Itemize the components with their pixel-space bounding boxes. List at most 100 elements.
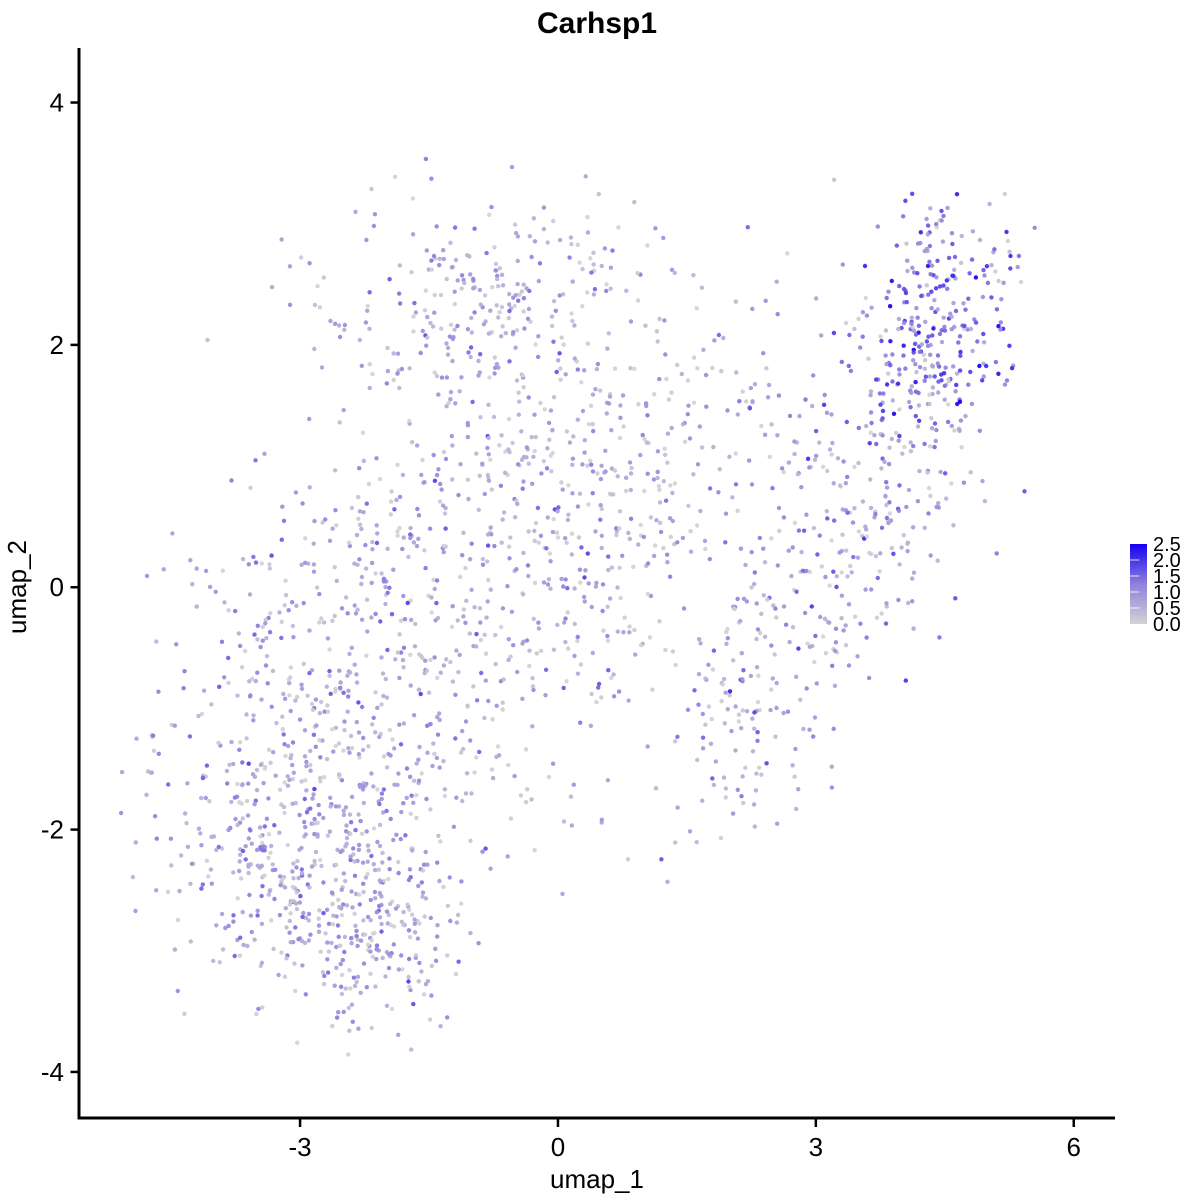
- cell-point: [281, 691, 286, 697]
- cell-point: [756, 673, 761, 678]
- cell-point: [441, 884, 446, 890]
- cell-point: [845, 574, 850, 579]
- cell-point: [449, 624, 455, 629]
- cell-point: [935, 258, 940, 263]
- cell-point: [879, 525, 885, 530]
- cell-point: [342, 728, 347, 733]
- cell-point: [349, 794, 355, 800]
- cell-point: [942, 397, 947, 402]
- cell-point: [468, 930, 473, 936]
- cell-point: [735, 787, 740, 792]
- cell-point: [583, 174, 588, 179]
- cell-point: [188, 939, 193, 944]
- cell-point: [628, 366, 633, 371]
- cell-point: [384, 1003, 390, 1008]
- cell-point: [308, 768, 313, 773]
- cell-point: [977, 363, 982, 369]
- cell-point: [821, 402, 827, 407]
- cell-point: [206, 874, 211, 879]
- cell-point: [774, 279, 779, 284]
- cell-point: [378, 619, 383, 624]
- cell-point: [723, 511, 729, 516]
- cell-point: [267, 630, 273, 635]
- cell-point: [279, 619, 284, 624]
- cell-point: [317, 710, 323, 716]
- cell-point: [249, 929, 254, 935]
- cell-point: [529, 254, 534, 260]
- cell-point: [713, 759, 718, 764]
- cell-point: [911, 358, 916, 363]
- cell-point: [919, 342, 925, 347]
- cell-point: [530, 481, 535, 486]
- cell-point: [459, 375, 464, 380]
- cell-point: [444, 341, 449, 346]
- cell-point: [624, 288, 629, 293]
- cell-point: [980, 478, 985, 484]
- cell-point: [444, 276, 449, 282]
- cell-point: [807, 727, 812, 732]
- cell-point: [264, 654, 270, 659]
- cell-point: [673, 662, 678, 668]
- cell-point: [899, 325, 904, 331]
- cell-point: [414, 543, 420, 549]
- cell-point: [294, 603, 299, 608]
- cell-point: [970, 229, 976, 234]
- cell-point: [578, 720, 583, 725]
- cell-point: [576, 535, 582, 540]
- cell-point: [739, 725, 744, 731]
- cell-point: [325, 940, 330, 945]
- cell-point: [848, 368, 854, 374]
- cell-point: [352, 873, 358, 878]
- cell-point: [453, 401, 458, 406]
- cell-point: [244, 712, 249, 717]
- cell-point: [388, 922, 394, 928]
- cell-point: [721, 335, 726, 341]
- cell-point: [691, 400, 697, 405]
- cell-point: [432, 310, 437, 315]
- cell-point: [246, 862, 251, 867]
- cell-point: [875, 575, 880, 581]
- cell-point: [231, 761, 236, 767]
- cell-point: [577, 491, 583, 496]
- cell-point: [261, 780, 266, 786]
- cell-point: [949, 314, 954, 319]
- cell-point: [555, 622, 560, 628]
- cell-point: [315, 832, 320, 837]
- cell-point: [465, 434, 471, 440]
- cell-point: [696, 637, 702, 642]
- cell-point: [832, 518, 837, 523]
- cell-point: [526, 529, 531, 534]
- cell-point: [406, 877, 412, 883]
- cell-point: [792, 439, 797, 444]
- cell-point: [506, 762, 511, 768]
- cell-point: [928, 493, 933, 499]
- cell-point: [321, 981, 327, 987]
- cell-point: [175, 988, 180, 994]
- cell-point: [296, 937, 301, 942]
- cell-point: [930, 426, 935, 431]
- cell-point: [357, 466, 362, 471]
- cell-point: [557, 293, 562, 298]
- cell-point: [352, 983, 358, 989]
- cell-point: [452, 225, 458, 230]
- cell-point: [762, 634, 768, 639]
- cell-point: [204, 763, 210, 768]
- cell-point: [416, 687, 422, 692]
- cell-point: [685, 378, 691, 383]
- cell-point: [433, 958, 439, 963]
- cell-point: [436, 392, 441, 397]
- cell-point: [741, 596, 747, 601]
- cell-point: [868, 505, 874, 511]
- cell-point: [401, 721, 407, 726]
- cell-point: [333, 725, 339, 730]
- cell-point: [374, 947, 379, 952]
- cell-point: [177, 888, 182, 894]
- cell-point: [919, 293, 924, 299]
- cell-point: [342, 719, 347, 724]
- cell-point: [358, 818, 363, 824]
- cell-point: [240, 782, 245, 787]
- cell-point: [363, 542, 368, 548]
- cell-point: [282, 696, 288, 701]
- cell-point: [884, 515, 890, 521]
- cell-point: [941, 283, 946, 288]
